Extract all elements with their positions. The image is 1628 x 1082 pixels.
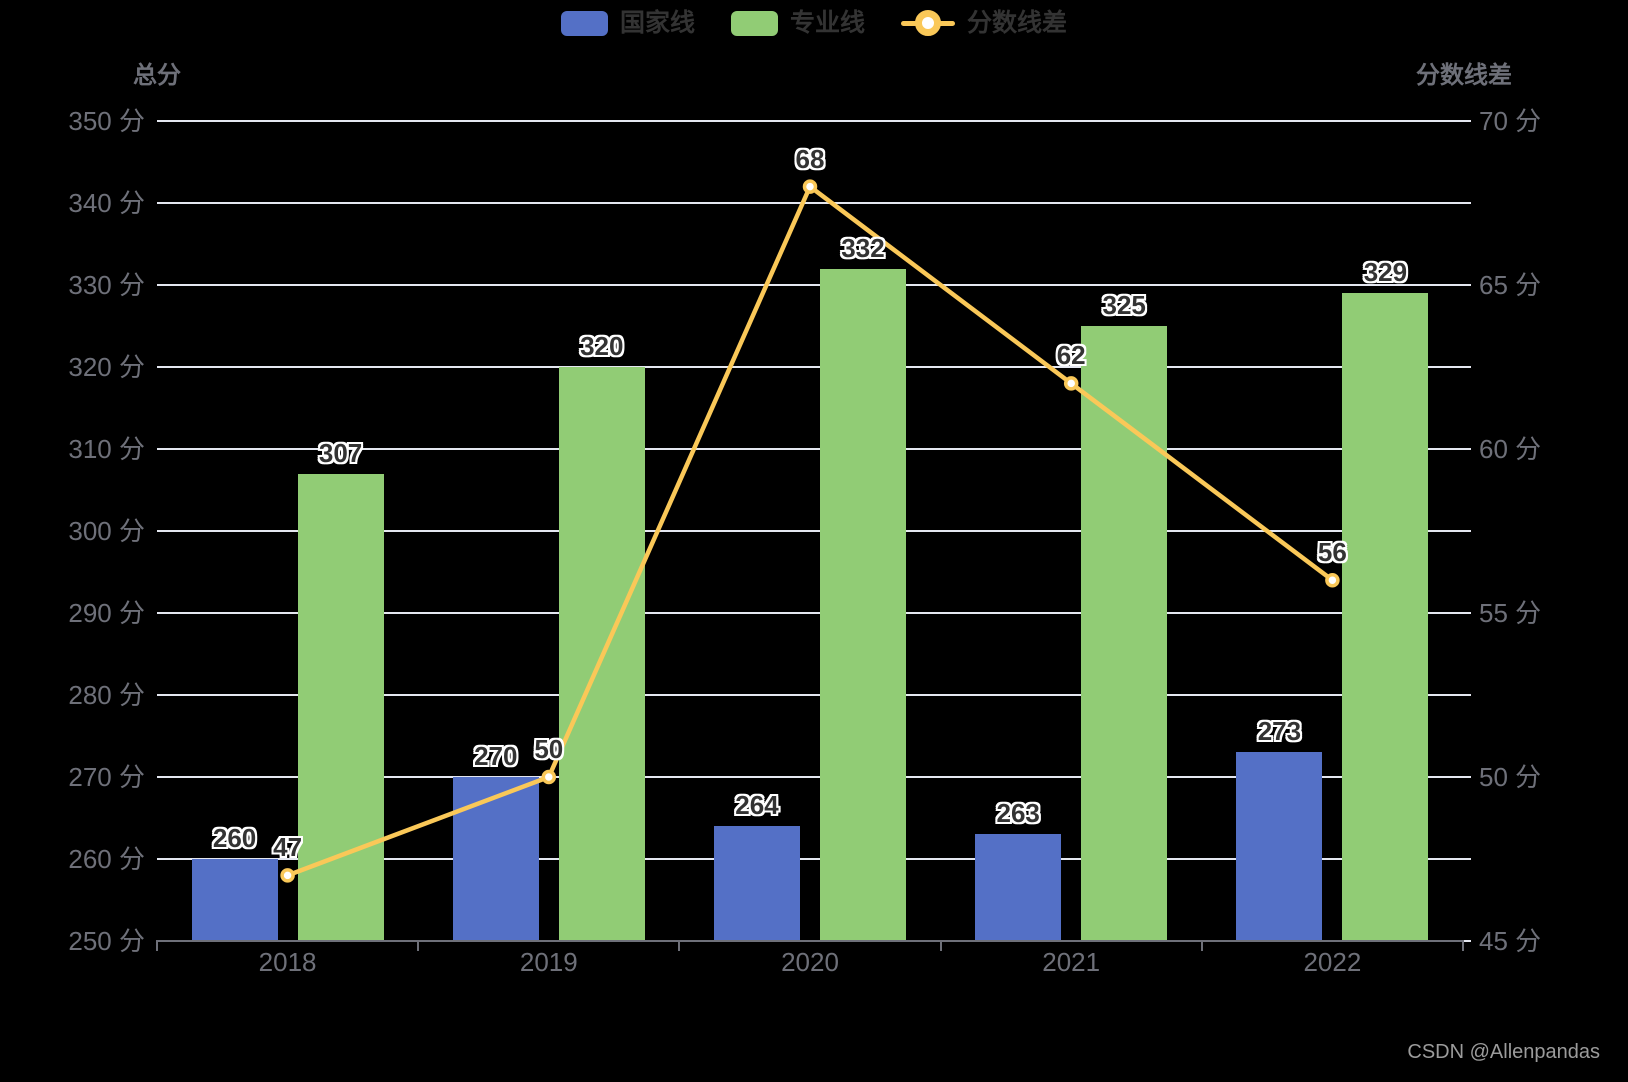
bar-major-line [1081, 326, 1168, 941]
gridline [157, 366, 1463, 368]
bar-national-line [714, 826, 800, 941]
x-axis-tick [939, 941, 942, 951]
right-axis-tick [1463, 120, 1471, 122]
right-axis-tick [1463, 940, 1471, 942]
x-axis-tick [417, 941, 420, 951]
right-axis-tick [1463, 612, 1471, 614]
gridline [157, 202, 1463, 204]
right-axis-tick [1463, 530, 1471, 532]
y-axis-tick-label-right: 65 分 [1479, 270, 1542, 300]
y-axis-tick-label-right: 45 分 [1479, 926, 1542, 956]
y-axis-tick-label-left: 330 分 [68, 270, 145, 300]
gridline [157, 120, 1463, 122]
y-axis-tick-label-left: 320 分 [68, 352, 145, 382]
y-axis-tick-label-left: 300 分 [68, 516, 145, 546]
y-axis-tick-label-right: 70 分 [1479, 106, 1542, 136]
bar-major-line [297, 473, 384, 941]
y-axis-tick-label-left: 340 分 [68, 188, 145, 218]
bar-national-line [975, 834, 1062, 941]
legend-label-score-gap: 分数线差 [967, 9, 1068, 37]
x-axis-label: 2018 [258, 947, 317, 977]
x-axis-tick [678, 941, 681, 951]
major-line-swatch-icon [730, 10, 778, 36]
legend-item-major-line[interactable]: 专业线 [730, 9, 865, 37]
y-axis-tick-label-right: 60 分 [1479, 434, 1542, 464]
x-axis-tick [156, 941, 158, 951]
left-axis-title: 总分 [133, 62, 181, 89]
gridline [157, 284, 1463, 286]
right-axis-tick [1463, 202, 1471, 204]
x-axis-label: 2020 [781, 947, 839, 977]
bar-national-line [191, 859, 278, 941]
right-axis-tick [1463, 366, 1471, 368]
watermark: CSDN @Allenpandas [1407, 1041, 1600, 1063]
legend-label-major-line: 专业线 [789, 9, 865, 37]
bar-major-line [558, 367, 645, 941]
right-axis-tick [1463, 448, 1471, 450]
right-axis-tick [1463, 694, 1471, 696]
x-axis-label: 2019 [519, 947, 578, 977]
x-axis-tick [1200, 941, 1203, 951]
y-axis-tick-label-right: 55 分 [1479, 598, 1542, 628]
line-marker-icon [901, 9, 955, 37]
y-axis-tick-label-right: 50 分 [1479, 762, 1542, 792]
y-axis-tick-label-left: 250 分 [68, 926, 145, 956]
bar-national-line [452, 777, 539, 941]
legend-item-score-gap[interactable]: 分数线差 [901, 9, 1067, 37]
x-axis-label: 2021 [1042, 947, 1101, 977]
right-axis-tick [1463, 284, 1471, 286]
x-axis-tick [1462, 941, 1464, 951]
legend-ring [915, 10, 941, 36]
y-axis-tick-label-left: 260 分 [68, 844, 145, 874]
right-axis-tick [1463, 858, 1471, 860]
y-axis-tick-label-left: 350 分 [68, 106, 145, 136]
y-axis-tick-label-left: 270 分 [68, 762, 145, 792]
bar-national-line [1236, 752, 1323, 941]
x-axis-line [156, 940, 1464, 942]
right-axis-tick [1463, 776, 1471, 778]
bar-major-line [820, 268, 906, 941]
bar-major-line [1342, 293, 1429, 941]
legend-label-national-line: 国家线 [619, 9, 695, 37]
right-axis-title: 分数线差 [1416, 62, 1512, 89]
x-axis-label: 2022 [1303, 947, 1362, 977]
y-axis-tick-label-left: 280 分 [68, 680, 145, 710]
y-axis-tick-label-left: 310 分 [68, 434, 145, 464]
legend-item-national-line[interactable]: 国家线 [560, 9, 695, 37]
national-line-swatch-icon [560, 10, 608, 36]
gridline [157, 448, 1463, 450]
legend: 国家线 专业线 分数线差 [0, 9, 1628, 37]
y-axis-tick-label-left: 290 分 [68, 598, 145, 628]
